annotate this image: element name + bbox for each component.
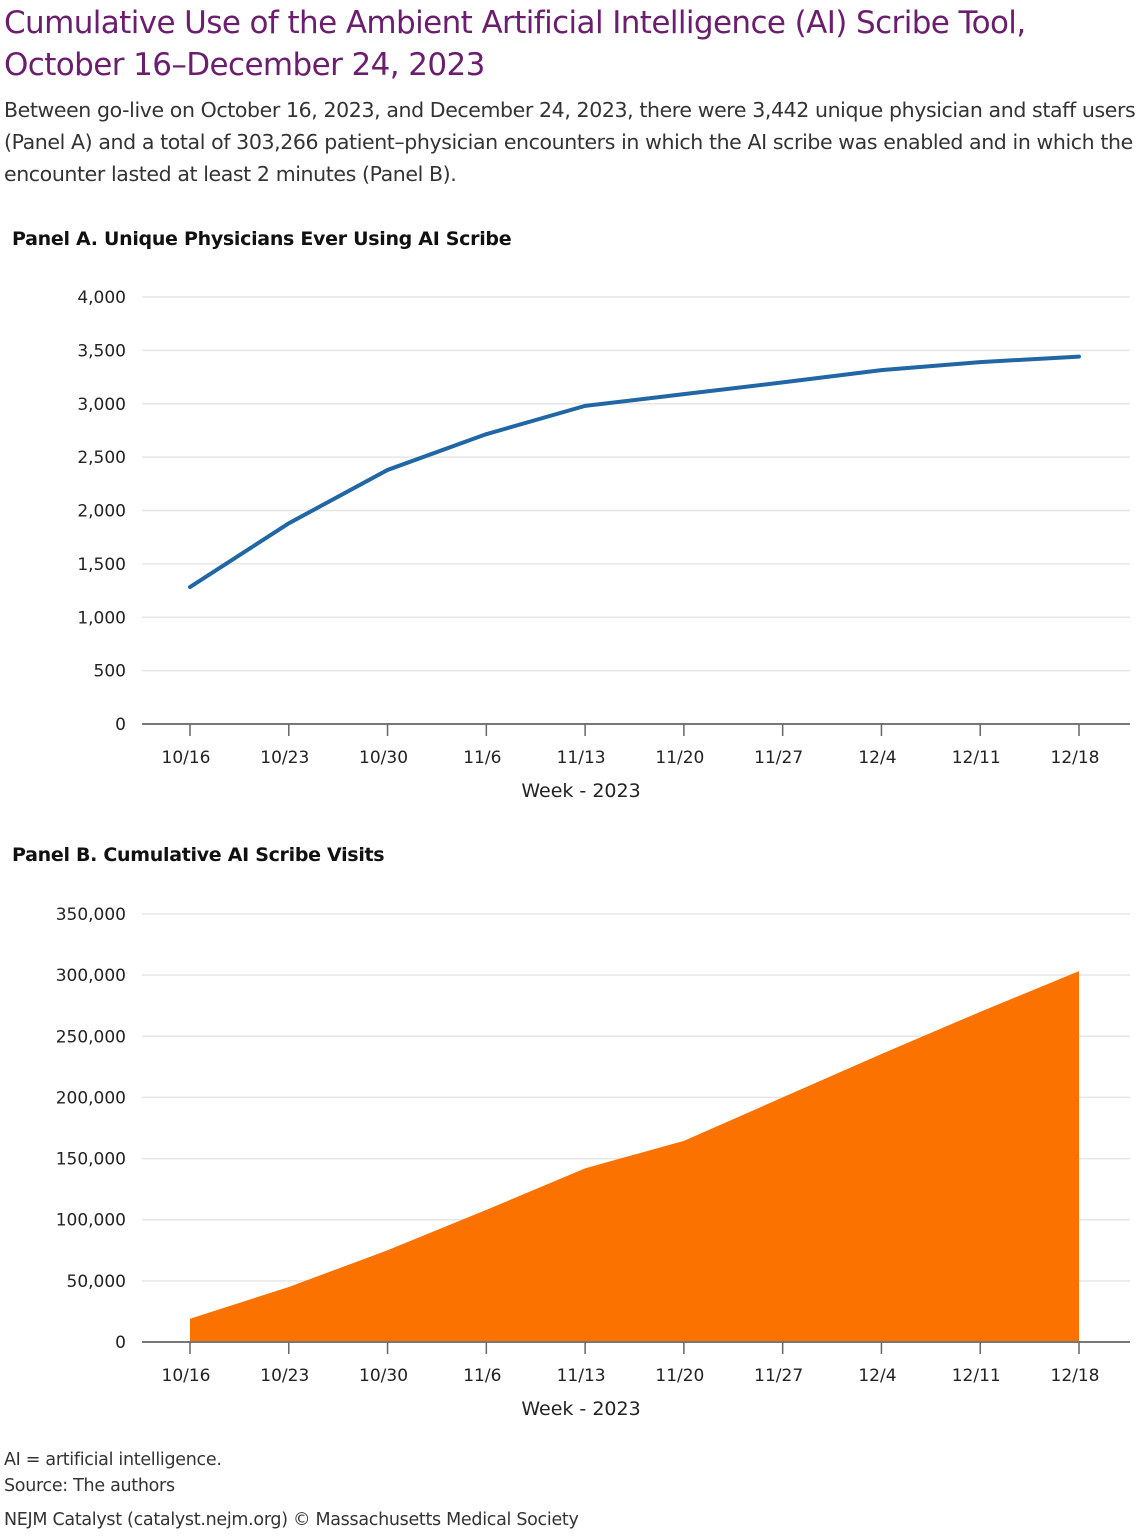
y-tick-label: 500 — [94, 662, 126, 682]
x-tick-label: 10/30 — [359, 1366, 408, 1386]
source-note: Source: The authors — [4, 1476, 175, 1496]
y-tick-label: 3,500 — [77, 341, 126, 361]
line-series — [188, 354, 1081, 590]
y-tick-label: 200,000 — [56, 1088, 126, 1108]
x-tick-label: 11/6 — [463, 748, 501, 768]
x-tick-label: 10/16 — [162, 1366, 211, 1386]
x-tick-label: 10/23 — [260, 748, 309, 768]
y-tick-label: 300,000 — [56, 966, 126, 986]
y-tick-label: 50,000 — [67, 1272, 126, 1292]
copyright-credit: NEJM Catalyst (catalyst.nejm.org) © Mass… — [4, 1510, 579, 1530]
x-tick-label: 11/13 — [557, 748, 606, 768]
area-series — [190, 971, 1079, 1342]
x-tick-label: 11/13 — [557, 1366, 606, 1386]
panel-b-title: Panel B. Cumulative AI Scribe Visits — [12, 844, 385, 866]
y-tick-label: 0 — [115, 1333, 126, 1353]
x-tick-label: 11/27 — [754, 748, 803, 768]
y-tick-label: 250,000 — [56, 1027, 126, 1047]
y-tick-label: 0 — [115, 715, 126, 735]
figure-title: Cumulative Use of the Ambient Artificial… — [4, 5, 1026, 83]
x-tick-label: 10/16 — [162, 748, 211, 768]
panel-a-line-chart: 0 500 1,000 1,500 2,000 2,500 3,000 3,500 4,000 1… — [77, 288, 1130, 802]
x-axis-title: Week - 2023 — [521, 780, 640, 802]
x-tick-label: 12/11 — [952, 1366, 1001, 1386]
x-tick-label: 12/18 — [1051, 748, 1100, 768]
x-tick-label: 12/4 — [858, 748, 896, 768]
x-tick-label: 12/4 — [858, 1366, 896, 1386]
x-tick-label: 11/6 — [463, 1366, 501, 1386]
panel-b-area-chart: 0 50,000 100,000 150,000 200,000 250,000 300,0… — [56, 905, 1130, 1420]
x-tick-label: 11/20 — [655, 1366, 704, 1386]
y-tick-label: 100,000 — [56, 1211, 126, 1231]
panel-a-title: Panel A. Unique Physicians Ever Using AI… — [12, 228, 512, 250]
x-tick-label: 11/20 — [655, 748, 704, 768]
x-tick-label: 10/23 — [260, 1366, 309, 1386]
y-tick-label: 3,000 — [77, 395, 126, 415]
x-tick-label: 12/11 — [952, 748, 1001, 768]
abbreviation-note: AI = artificial intelligence. — [4, 1450, 222, 1470]
y-tick-label: 1,500 — [77, 555, 126, 575]
x-axis-title: Week - 2023 — [521, 1398, 640, 1420]
y-tick-label: 1,000 — [77, 608, 126, 628]
x-tick-label: 12/18 — [1051, 1366, 1100, 1386]
x-tick-label: 11/27 — [754, 1366, 803, 1386]
y-tick-label: 2,000 — [77, 502, 126, 522]
y-tick-label: 150,000 — [56, 1150, 126, 1170]
y-tick-label: 4,000 — [77, 288, 126, 308]
y-tick-label: 350,000 — [56, 905, 126, 925]
x-tick-label: 10/30 — [359, 748, 408, 768]
y-tick-label: 2,500 — [77, 448, 126, 468]
figure-subtitle: Between go-live on October 16, 2023, and… — [4, 98, 1136, 186]
